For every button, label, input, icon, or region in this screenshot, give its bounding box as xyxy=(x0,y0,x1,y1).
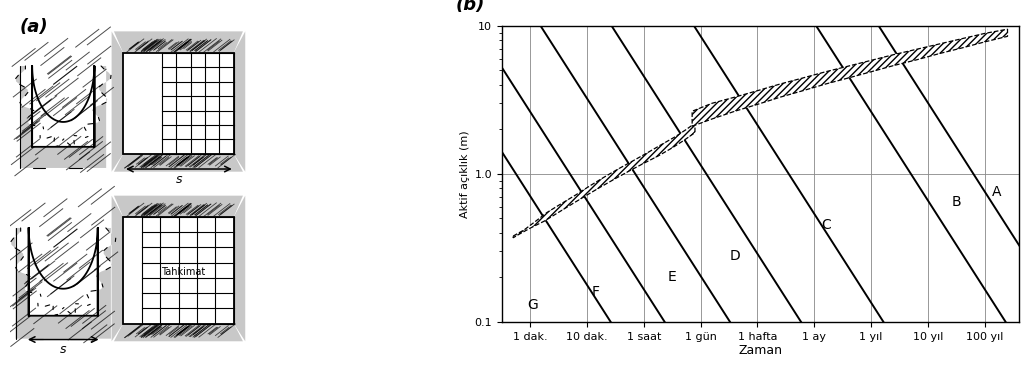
Text: E: E xyxy=(668,270,677,285)
Text: s: s xyxy=(60,343,67,356)
Text: B: B xyxy=(951,195,962,209)
Polygon shape xyxy=(114,196,243,217)
Polygon shape xyxy=(15,66,111,168)
Y-axis label: Aktif açıklık (m): Aktif açıklık (m) xyxy=(460,130,470,218)
Polygon shape xyxy=(233,31,246,172)
Text: A: A xyxy=(991,185,1000,199)
Text: G: G xyxy=(527,298,539,312)
Polygon shape xyxy=(112,196,123,341)
Polygon shape xyxy=(29,228,98,316)
Text: (a): (a) xyxy=(19,18,48,36)
Polygon shape xyxy=(114,323,243,341)
Text: F: F xyxy=(592,285,599,299)
Polygon shape xyxy=(32,66,94,147)
Polygon shape xyxy=(692,29,1008,126)
Polygon shape xyxy=(112,31,123,172)
Bar xyxy=(123,53,233,154)
X-axis label: Zaman: Zaman xyxy=(738,344,782,357)
Polygon shape xyxy=(233,196,246,341)
Text: C: C xyxy=(821,218,830,232)
Text: Tahkimat: Tahkimat xyxy=(161,267,205,277)
Text: s: s xyxy=(176,172,182,186)
Bar xyxy=(123,217,142,323)
Bar xyxy=(123,217,233,323)
Polygon shape xyxy=(114,31,243,53)
Bar xyxy=(123,53,162,154)
Polygon shape xyxy=(513,123,695,238)
Polygon shape xyxy=(11,228,116,339)
Polygon shape xyxy=(114,154,243,172)
Text: D: D xyxy=(729,249,740,263)
Text: (b): (b) xyxy=(456,0,484,14)
